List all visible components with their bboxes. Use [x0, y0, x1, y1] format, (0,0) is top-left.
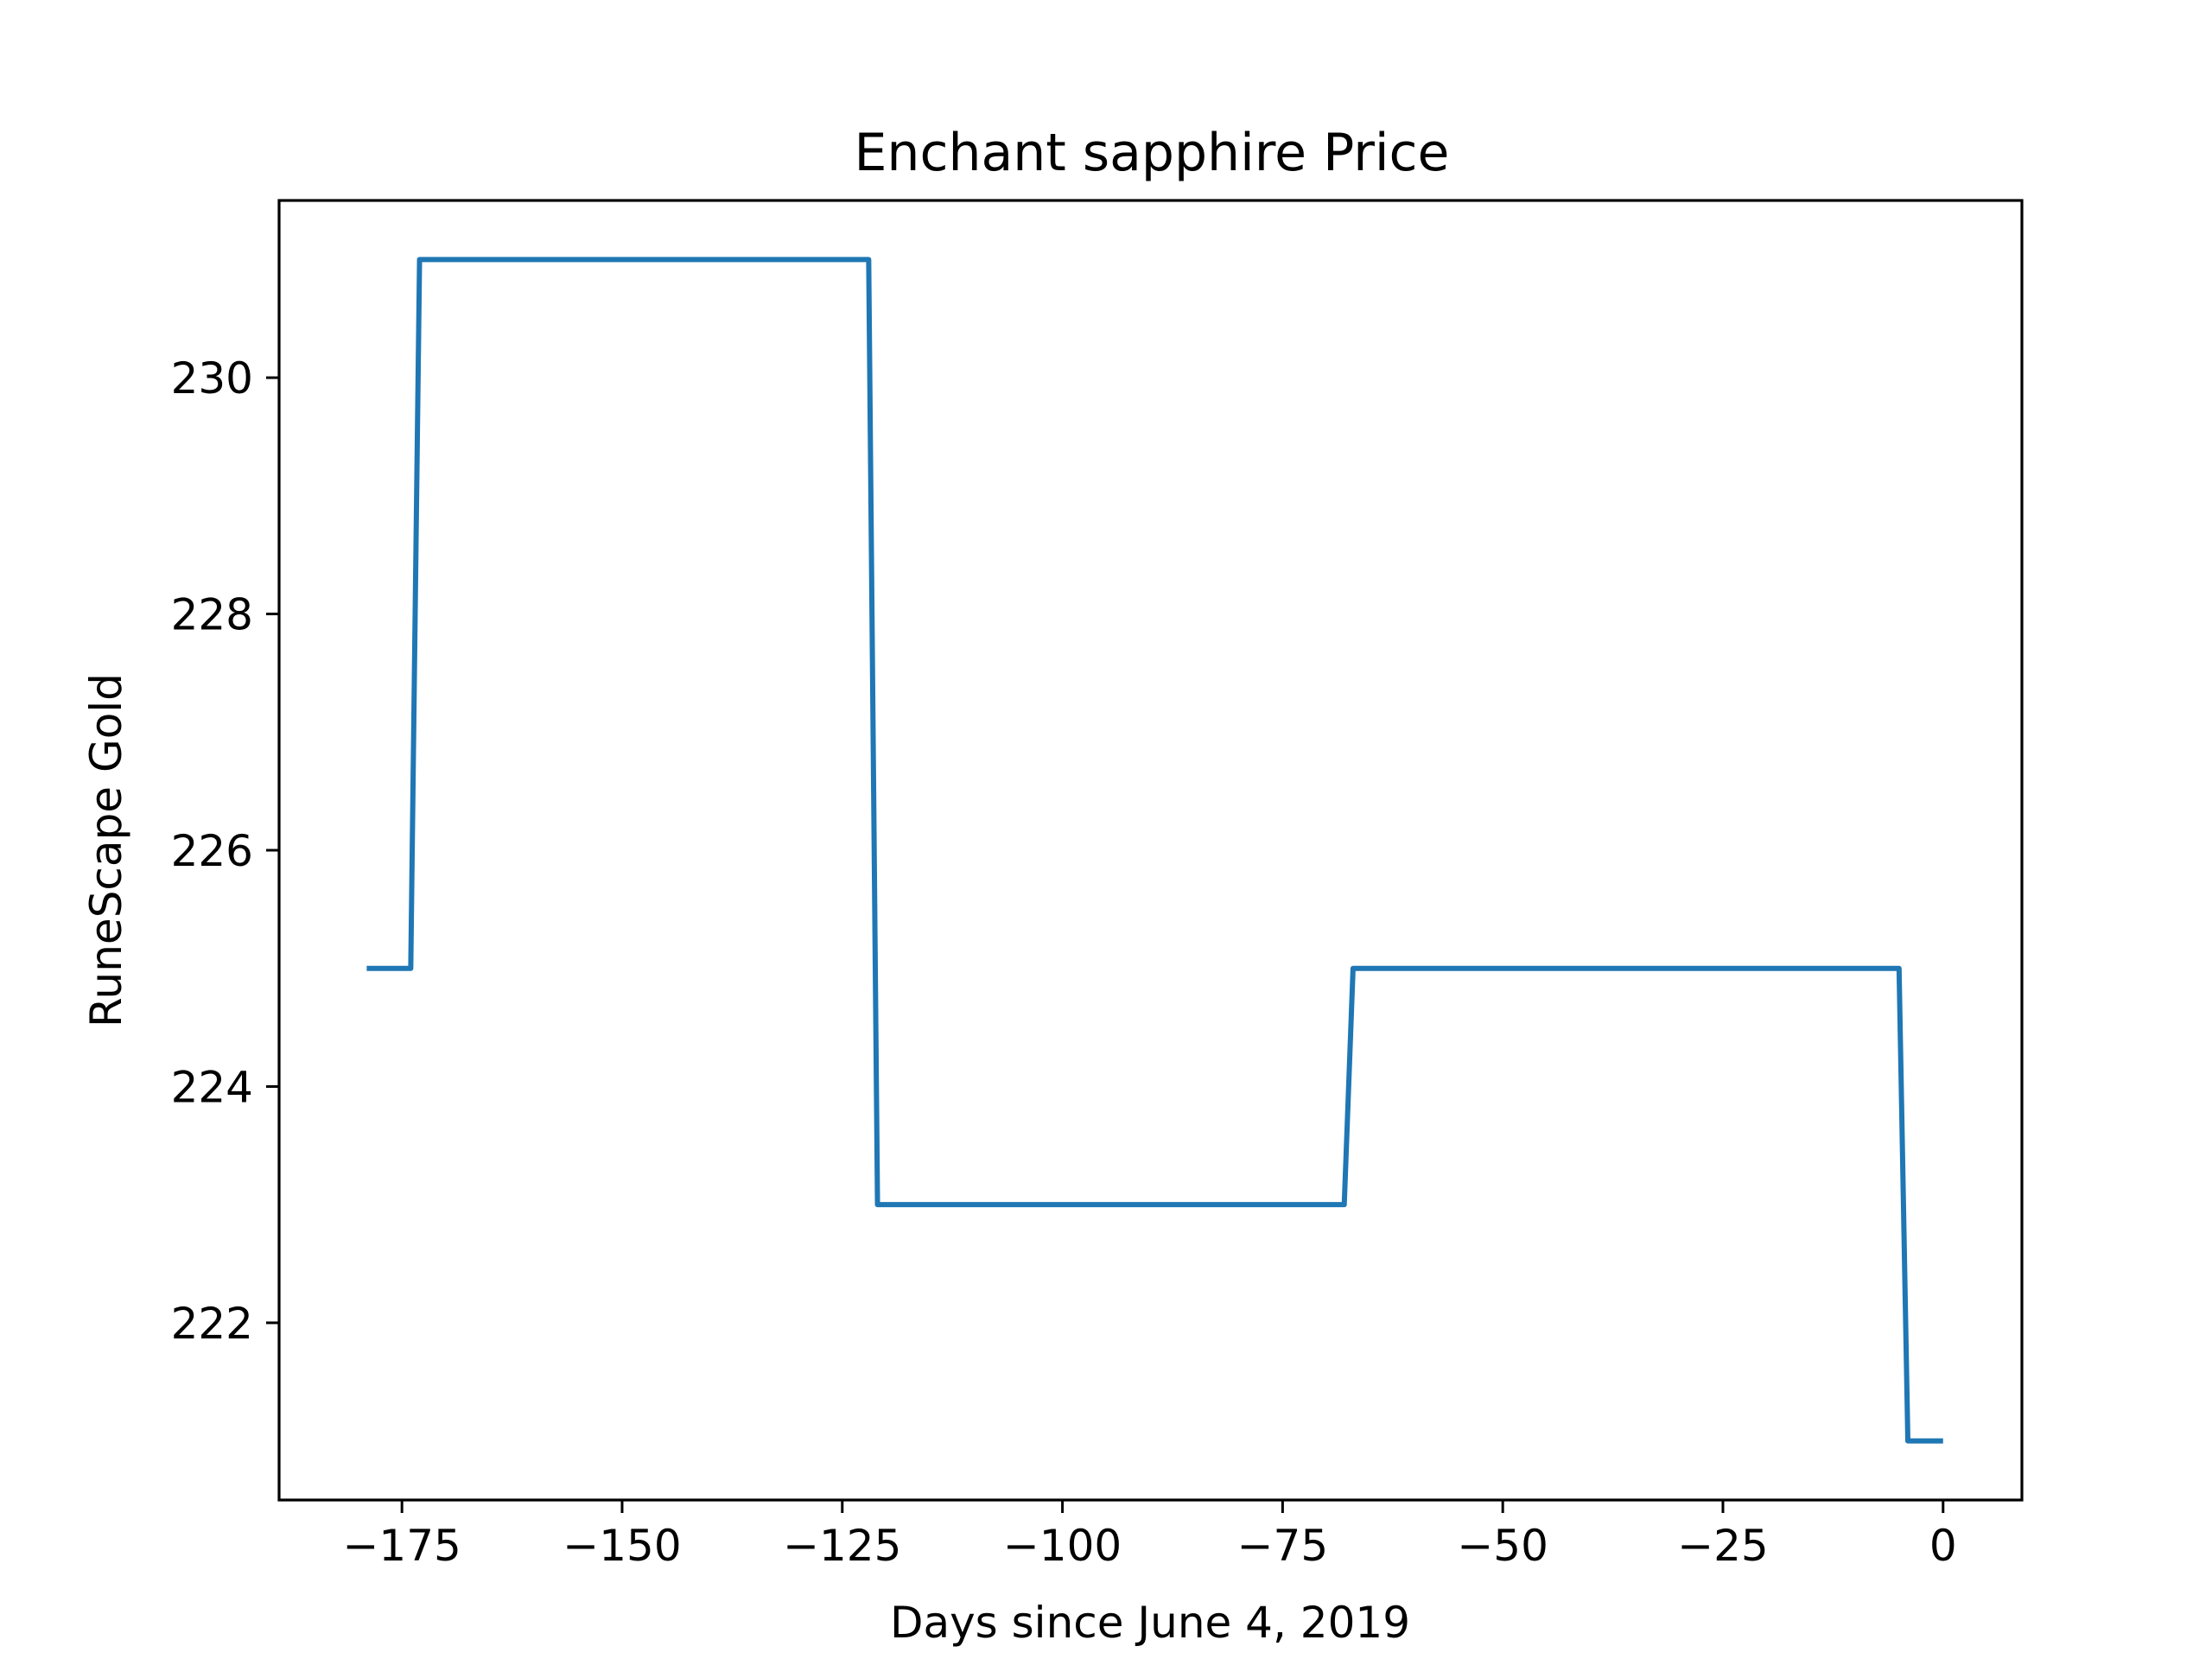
y-tick-label: 224: [171, 1062, 253, 1112]
x-tick-label: −25: [1677, 1521, 1769, 1571]
x-tick-label: −75: [1237, 1521, 1329, 1571]
x-axis-label: Days since June 4, 2019: [890, 1598, 1410, 1648]
y-axis: 222 224 226 228 230: [171, 353, 279, 1349]
x-tick-label: 0: [1929, 1521, 1957, 1571]
x-tick-label: −150: [563, 1521, 681, 1571]
x-tick-label: −175: [343, 1521, 461, 1571]
y-tick-label: 222: [171, 1299, 253, 1349]
x-tick-label: −100: [1003, 1521, 1122, 1571]
chart-title: Enchant sapphire Price: [855, 123, 1450, 183]
y-tick-label: 228: [171, 590, 253, 640]
x-tick-label: −50: [1457, 1521, 1548, 1571]
x-axis: −175 −150 −125 −100 −75 −50 −25 0: [343, 1500, 1957, 1571]
plot-area: [366, 257, 1943, 1444]
y-tick-label: 230: [171, 353, 253, 404]
y-axis-label: RuneScape Gold: [81, 673, 131, 1027]
x-tick-label: −125: [783, 1521, 901, 1571]
y-tick-label: 226: [171, 826, 253, 876]
series-line-0: [366, 257, 1943, 1444]
